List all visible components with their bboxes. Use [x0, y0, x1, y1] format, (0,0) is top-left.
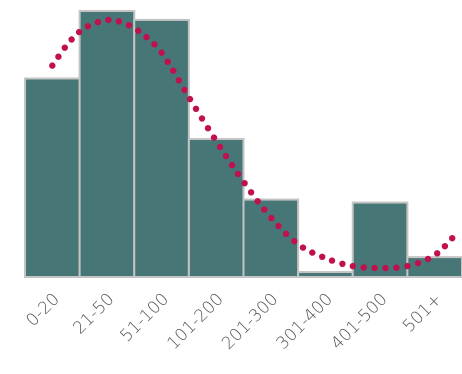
curve-dot-35	[299, 244, 307, 251]
curve-dot-16	[175, 77, 182, 84]
x-tick-label: 301-400	[273, 289, 337, 353]
curve-dot-12	[151, 41, 158, 48]
curve-dot-8	[115, 18, 123, 25]
bar-21-50	[78, 9, 136, 278]
curve-dot-30	[261, 206, 268, 213]
curve-dot-22	[210, 134, 218, 141]
curve-dot-11	[143, 33, 150, 41]
curve-dot-38	[328, 257, 336, 264]
curve-dot-31	[268, 214, 275, 222]
x-tick-label: 21-50	[69, 289, 118, 338]
curve-dot-49	[441, 243, 449, 250]
x-tick-label: 0-20	[22, 289, 63, 330]
curve-dot-9	[125, 22, 133, 29]
x-tick-label: 401-500	[327, 289, 391, 353]
curve-dot-36	[309, 249, 316, 256]
curve-dot-33	[282, 230, 290, 237]
curve-dot-7	[105, 16, 112, 23]
curve-dot-15	[170, 67, 177, 74]
curve-dot-5	[84, 23, 92, 30]
curve-dot-34	[291, 238, 298, 245]
curve-dot-40	[349, 262, 356, 270]
curve-dot-45	[404, 262, 411, 270]
curve-dot-28	[247, 189, 255, 196]
curve-dot-27	[241, 180, 248, 187]
curve-dot-1	[55, 53, 62, 60]
curve-dot-39	[339, 260, 346, 267]
curve-dot-48	[434, 250, 441, 257]
curve-dot-10	[135, 27, 142, 34]
curve-dot-43	[382, 264, 389, 272]
curve-dot-47	[424, 255, 432, 263]
x-tick-label: 101-200	[163, 289, 227, 353]
curve-dot-0	[49, 62, 56, 69]
curve-dot-13	[158, 49, 165, 56]
curve-dot-29	[254, 198, 261, 205]
curve-dot-18	[186, 95, 194, 103]
curve-dot-25	[228, 161, 236, 169]
curve-dot-3	[68, 36, 75, 43]
curve-dot-37	[319, 253, 326, 260]
curve-dot-42	[371, 264, 378, 272]
curve-dot-2	[61, 44, 68, 51]
curve-dot-44	[393, 264, 400, 271]
trend-curve	[49, 16, 456, 272]
x-tick-label: 501+	[399, 289, 446, 336]
curve-dot-23	[216, 143, 224, 151]
bar-401-500	[351, 201, 409, 278]
curve-dot-14	[164, 58, 171, 65]
bar-51-100	[133, 18, 190, 278]
bar-0-20	[24, 77, 81, 279]
bar-201-300	[242, 198, 300, 278]
curve-dot-32	[275, 222, 282, 230]
curve-dot-17	[181, 86, 188, 94]
bar-501+	[406, 256, 462, 279]
curve-dot-4	[75, 28, 83, 36]
curve-dot-50	[449, 235, 456, 242]
x-axis-tick-labels: 0-20 21-5051-100101-200201-300301-400401-…	[22, 289, 446, 353]
x-tick-label: 201-300	[218, 289, 282, 353]
curve-dot-19	[192, 105, 200, 113]
curve-dot-46	[414, 259, 422, 267]
curve-dot-21	[204, 125, 212, 132]
bar-301-400	[297, 271, 354, 279]
bars-group	[24, 9, 462, 279]
curve-dot-6	[94, 18, 102, 26]
bar-101-200	[187, 138, 245, 278]
curve-dot-24	[222, 152, 230, 160]
curve-dot-26	[234, 170, 242, 178]
curve-dot-20	[198, 115, 206, 122]
curve-dot-41	[360, 264, 367, 271]
